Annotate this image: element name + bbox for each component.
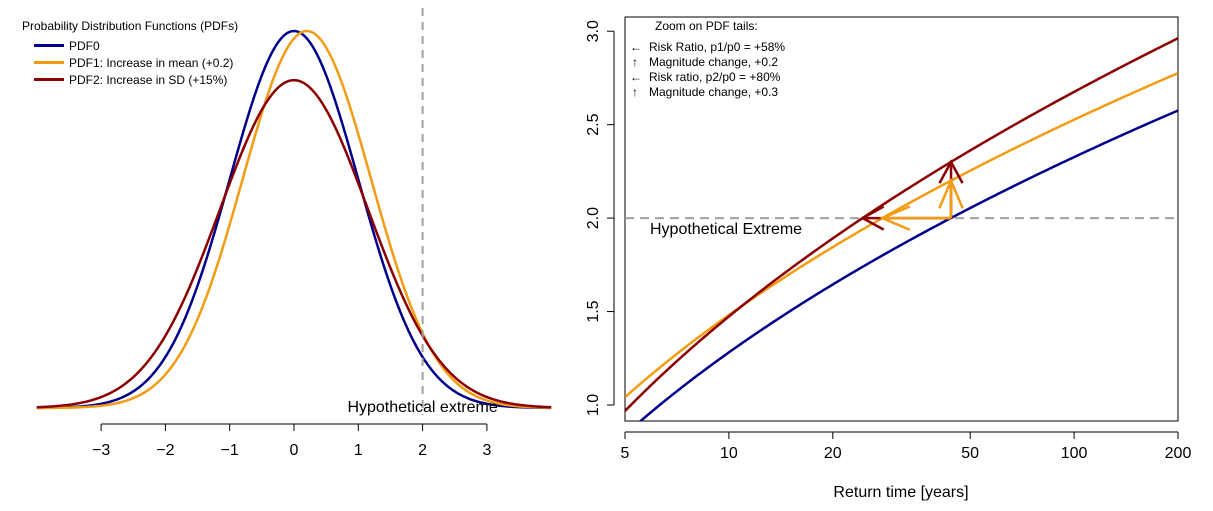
left-x-tick-label: 1	[354, 442, 363, 459]
legend-label-mag1: Magnitude change, +0.2	[649, 55, 778, 69]
right-x-tick-label: 200	[1165, 445, 1192, 462]
tail-curve-0	[638, 109, 1178, 421]
legend-label-rr2: Risk ratio, p2/p0 = +80%	[649, 70, 781, 84]
left-x-tick-label: −1	[221, 442, 239, 459]
legend-symbol-mag1: ↑	[632, 55, 638, 69]
right-y-tick-label: 3.0	[585, 20, 602, 42]
left-legend: PDF0 PDF1: Increase in mean (+0.2) PDF2:…	[34, 39, 233, 87]
arrow-mag-pdf1-head	[938, 177, 964, 209]
arrow-rr-pdf1-head	[878, 205, 911, 231]
right-title: Zoom on PDF tails:	[655, 19, 758, 33]
left-x-axis: −3 −2 −1 0 1 2 3	[92, 423, 491, 459]
pdf-curve-2	[36, 78, 552, 409]
right-y-tick-label: 1.0	[585, 394, 602, 416]
arrow-rr-pdf2-head	[860, 205, 885, 231]
right-x-tick-label: 20	[824, 445, 842, 462]
right-y-tick-label: 2.5	[585, 113, 602, 135]
tail-curve-1	[625, 71, 1178, 399]
right-x-tick-label: 10	[720, 445, 738, 462]
right-x-tick-label: 5	[621, 445, 630, 462]
right-curves	[625, 37, 1178, 421]
left-x-tick-label: 3	[482, 442, 491, 459]
left-x-tick-label: −3	[92, 442, 110, 459]
legend-label-rr1: Risk Ratio, p1/p0 = +58%	[649, 40, 785, 54]
left-x-tick-label: −2	[156, 442, 174, 459]
right-y-tick-label: 2.0	[585, 207, 602, 229]
left-panel-pdfs: Probability Distribution Functions (PDFs…	[22, 8, 552, 459]
tail-curve-2	[625, 37, 1178, 412]
right-x-axis-label: Return time [years]	[833, 484, 968, 501]
left-threshold-label: Hypothetical extreme	[347, 399, 497, 416]
pdf-curve-0	[36, 29, 552, 410]
right-legend: ← Risk Ratio, p1/p0 = +58% ↑ Magnitude c…	[630, 40, 785, 99]
pdf-curve-1	[36, 29, 552, 410]
left-x-tick-label: 2	[418, 442, 427, 459]
left-title: Probability Distribution Functions (PDFs…	[22, 19, 238, 33]
right-y-tick-label: 1.5	[585, 300, 602, 322]
right-axes: 5 10 20 50 100 200 1.0 1.5 2.0 2.5 3.0	[585, 20, 1191, 462]
left-x-tick-label: 0	[290, 442, 299, 459]
legend-label-pdf2: PDF2: Increase in SD (+15%)	[69, 73, 227, 87]
right-threshold-label: Hypothetical Extreme	[650, 221, 802, 238]
legend-symbol-mag2: ↑	[632, 85, 638, 99]
right-x-tick-label: 50	[961, 445, 979, 462]
right-panel-tails: Hypothetical Extreme Zoom on PDF tails: …	[585, 16, 1191, 501]
legend-symbol-rr1: ←	[630, 40, 642, 54]
left-curves	[36, 29, 552, 410]
legend-label-mag2: Magnitude change, +0.3	[649, 85, 778, 99]
right-annotation-arrows	[860, 159, 964, 231]
legend-label-pdf0: PDF0	[69, 39, 100, 53]
legend-label-pdf1: PDF1: Increase in mean (+0.2)	[69, 56, 233, 70]
legend-symbol-rr2: ←	[630, 70, 642, 84]
right-x-tick-label: 100	[1061, 445, 1088, 462]
arrow-mag-pdf2-head	[938, 159, 964, 184]
